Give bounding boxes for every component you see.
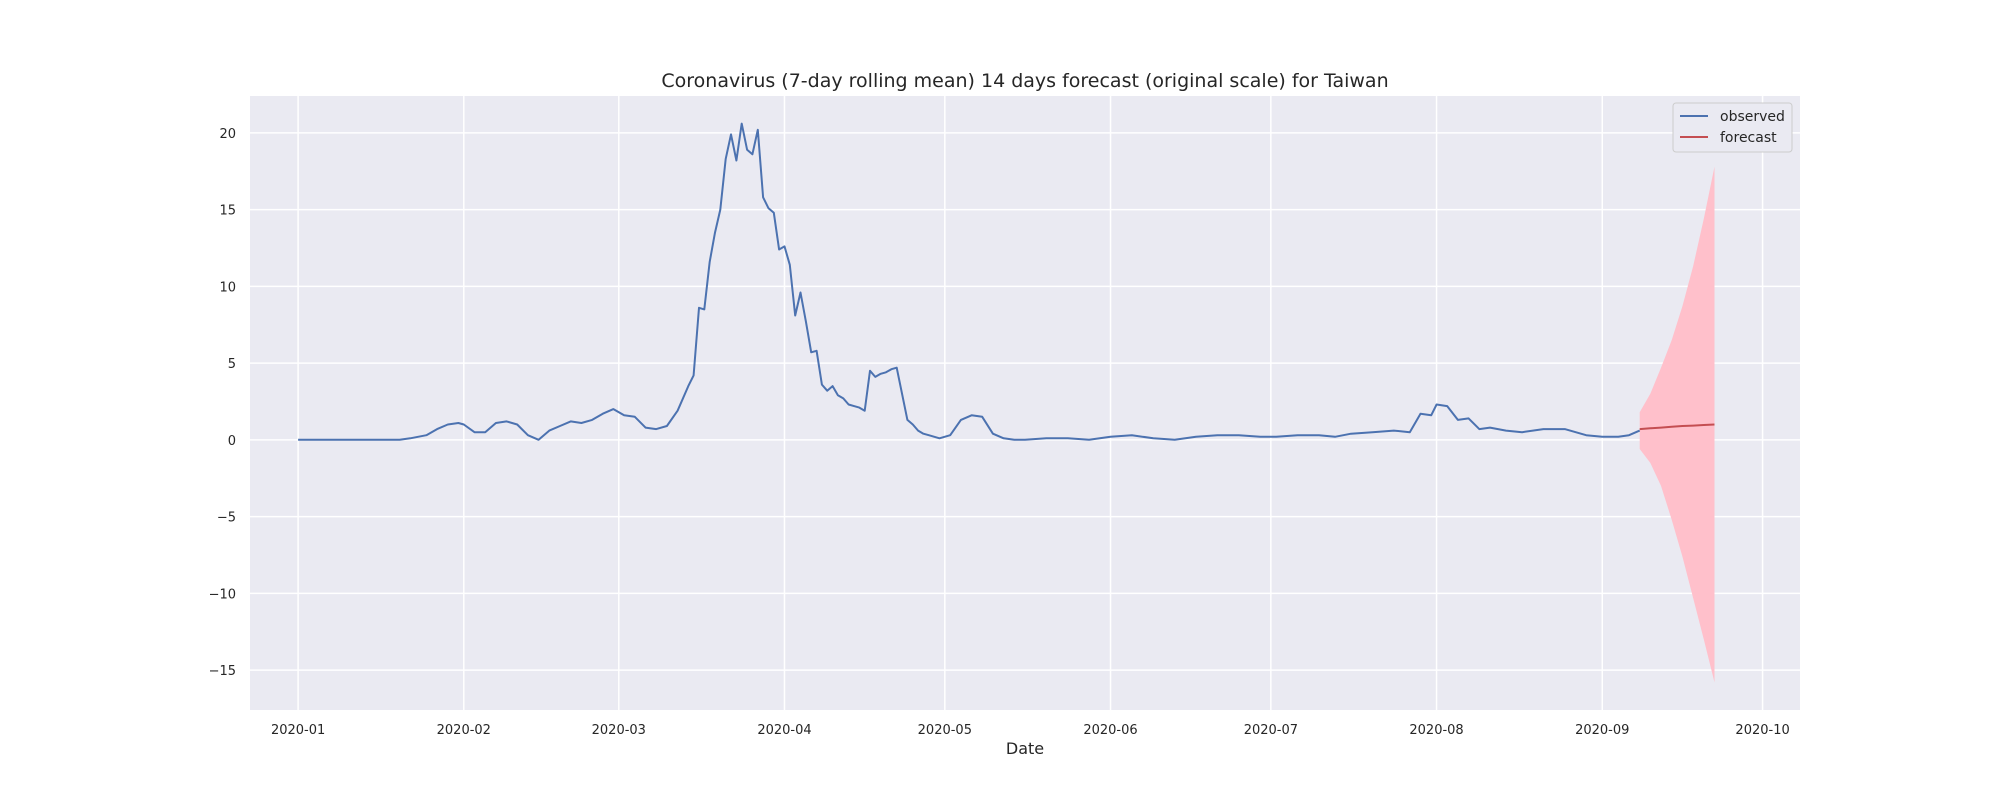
series-layer	[298, 122, 1715, 441]
x-tick-label: 2020-01	[271, 723, 325, 738]
legend-label-forecast: forecast	[1720, 130, 1777, 146]
y-tick-label: 20	[219, 127, 236, 142]
legend-label-observed: observed	[1720, 109, 1785, 125]
y-tick-label: −5	[217, 511, 236, 526]
chart-title: Coronavirus (7-day rolling mean) 14 days…	[661, 70, 1388, 92]
x-axis-label: Date	[1006, 739, 1044, 758]
x-tick-label: 2020-06	[1083, 723, 1137, 738]
y-tick-label: 0	[228, 434, 236, 449]
x-tick-label: 2020-05	[918, 723, 972, 738]
grid	[250, 96, 1800, 710]
x-tick-labels: 2020-01 2020-02 2020-03 2020-04 2020-05 2020-…	[271, 723, 1790, 738]
x-tick-label: 2020-03	[592, 723, 646, 738]
legend: observed forecast	[1672, 102, 1793, 153]
y-tick-labels: 20 15 10 5 0 −5 −10 −15	[209, 127, 236, 679]
confidence-band-layer	[1639, 166, 1715, 683]
y-tick-label: 15	[219, 204, 236, 219]
series-line-observed	[298, 122, 1641, 441]
series-line-forecast	[1639, 423, 1715, 431]
y-tick-label: −15	[209, 664, 236, 679]
x-tick-label: 2020-08	[1409, 723, 1463, 738]
plot-area	[250, 96, 1800, 710]
x-tick-label: 2020-04	[757, 723, 811, 738]
x-tick-label: 2020-10	[1735, 723, 1789, 738]
y-tick-label: 5	[228, 357, 236, 372]
x-tick-label: 2020-02	[437, 723, 491, 738]
y-tick-label: 10	[219, 280, 236, 295]
forecast-confidence-band	[1639, 166, 1715, 683]
x-tick-label: 2020-07	[1244, 723, 1298, 738]
x-tick-label: 2020-09	[1575, 723, 1629, 738]
y-tick-label: −10	[209, 587, 236, 602]
